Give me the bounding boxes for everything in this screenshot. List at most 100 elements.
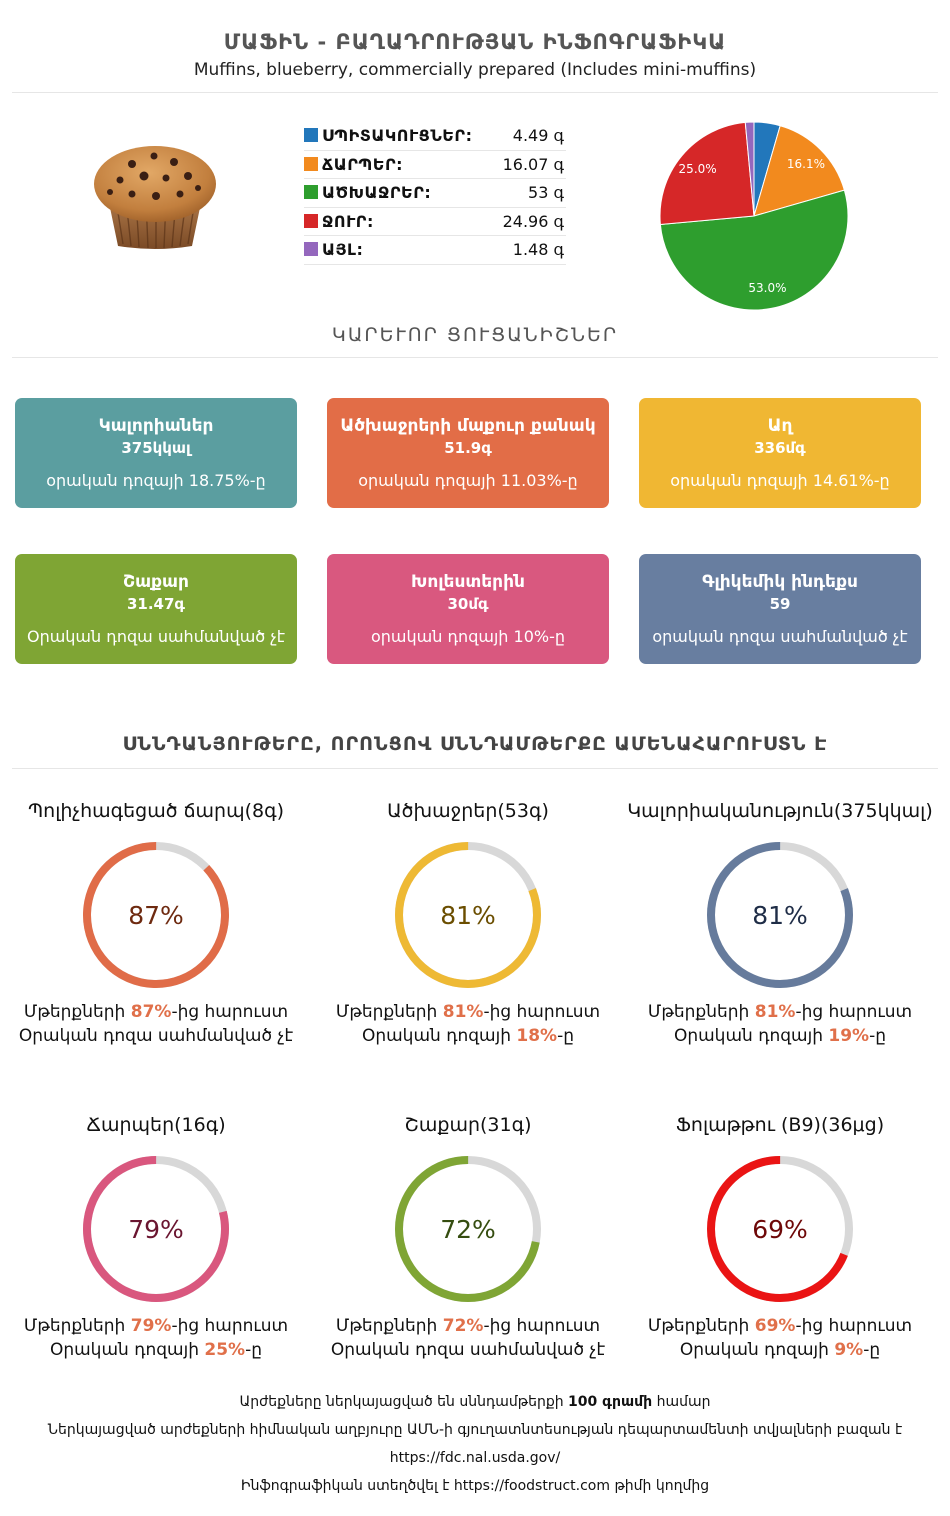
nutrient-title: Շաքար(31գ) [404,1114,532,1136]
card-title: Գլիկեմիկ ինդեքս [702,572,858,592]
highlight-percent: 72% [442,1316,484,1336]
legend-row-fat: ՃԱՐՊԵՐ: 16.07 գ [304,151,566,179]
highlight-percent: 81% [754,1002,796,1022]
daily-value-line: Օրական դոզա սահմանված չէ [308,1340,628,1360]
no-daily-text: Օրական դոզա սահմանված չէ [330,1340,606,1360]
pie-data-label: 16.1% [787,157,825,171]
legend-name: ՃԱՐՊԵՐ: [322,154,404,174]
card-value: 375կկալ [121,439,191,457]
footer-text: Ինֆոգրաֆիկան ստեղծվել է [240,1478,454,1494]
pie-slice [744,121,755,217]
card-value: 30մգ [447,595,489,613]
ring-fill [707,842,853,988]
footer-site-link[interactable]: https://foodstruct.com [453,1478,610,1494]
line-text: Մթերքների [23,1002,131,1022]
line-text: Մթերքների [335,1002,443,1022]
nutrient-title: Ճարպեր(16գ) [86,1114,226,1136]
rich-in-line: Մթերքների 87%-ից հարուստ [0,1002,316,1022]
card-value: 336մգ [754,439,806,457]
card-cholesterol: Խոլեստերին 30մգ օրական դոզայի 10%-ը [327,554,609,664]
legend-value: 53 գ [528,183,564,202]
ring-fill [707,1156,853,1302]
ring-fill [395,1156,541,1302]
nutrient-title: Պոլիչհագեցած ճարպ(8գ) [27,800,285,822]
footer-text: համար [652,1394,711,1410]
rich-nutrients-heading: ՍՆՆԴԱՆՅՈՒԹԵՐԸ, ՈՐՈՆՑՈՎ ՍՆՆԴԱՄԹԵՐՔԸ ԱՄԵՆԱ… [122,733,828,755]
card-title: Աղ [767,416,793,436]
line-text: -ը [869,1026,887,1046]
nutrient-ring-block: Շաքար(31գ) 72% Մթերքների 72%-ից հարուստ Օրա… [308,1112,628,1360]
legend-swatch [304,156,318,171]
footer-bold: 100 գրամի [568,1394,653,1410]
page-title: ՄԱՖԻՆ - ԲԱՂԱԴՐՈՒԹՅԱՆ ԻՆՖՈԳՐԱՖԻԿԱ [223,30,727,54]
ring-fill [82,1156,229,1302]
pie-data-label: 25.0% [679,162,717,176]
daily-value-line: Օրական դոզա սահմանված չէ [0,1026,316,1046]
nutrient-ring-block: Ածխաջրեր(53գ) 81% Մթերքների 81%-ից հարուստ… [308,798,628,1046]
daily-value-line: Օրական դոզայի 25%-ը [0,1340,316,1360]
nutrient-title: Կալորիականություն(375կկալ) [627,800,933,822]
line-text: -ը [245,1340,263,1360]
card-glycemic-index: Գլիկեմիկ ինդեքս 59 օրական դոզա սահմանված… [639,554,921,664]
card-note: Օրական դոզա սահմանված չէ [26,627,286,646]
line-text: Օրական դոզայի [679,1340,835,1360]
card-note: օրական դոզա սահմանված չէ [652,627,908,646]
ring-percent: 81% [752,901,808,930]
nutrient-ring-block: Ֆոլաթթու (B9)(36μg) 69% Մթերքների 69%-ից հ… [620,1112,940,1360]
card-title: Խոլեստերին [411,572,525,592]
card-title: Ածխաջրերի մաքուր քանակ [340,416,596,436]
highlight-daily: 9% [834,1340,864,1360]
ring-percent: 87% [128,901,184,930]
card-note: օրական դոզայի 14.61%-ը [670,471,890,490]
nutrient-ring: 87% [83,842,229,988]
pie-slice [753,125,845,217]
nutrient-ring: 79% [82,1156,229,1302]
line-text: -ից հարուստ [171,1002,289,1022]
legend-row-protein: ՍՊԻՏԱԿՈՒՑՆԵՐ: 4.49 գ [304,122,566,151]
rich-in-line: Մթերքների 81%-ից հարուստ [308,1002,628,1022]
line-text: Մթերքների [647,1002,755,1022]
footer-note: Արժեքները ներկայացված են սննդամթերքի 100… [0,1394,950,1410]
pie-slice [659,189,849,311]
legend-row-water: ՋՈՒՐ: 24.96 գ [304,208,566,236]
legend-row-carbs: ԱԾԽԱՋՐԵՐ: 53 գ [304,179,566,208]
nutrient-ring-block: Ճարպեր(16գ) 79% Մթերքների 79%-ից հարուստ Օր… [0,1112,316,1360]
legend-swatch [304,128,318,142]
ring-percent: 72% [440,1215,496,1244]
card-note: օրական դոզայի 11.03%-ը [358,471,578,490]
line-text: Մթերքների [335,1316,443,1336]
ring-fill [395,842,541,988]
nutrient-ring-block: Պոլիչհագեցած ճարպ(8գ) 87% Մթերքների 87%-ից… [0,798,316,1046]
pie-slice [659,121,755,226]
line-text: Օրական դոզայի [361,1026,517,1046]
highlight-percent: 79% [130,1316,172,1336]
divider [12,92,938,93]
nutrient-ring: 69% [707,1156,853,1302]
legend-swatch [304,185,318,199]
line-text: -ը [863,1340,881,1360]
card-note: օրական դոզայի 10%-ը [371,627,565,646]
footer-text: թիմի կողմից [610,1478,710,1494]
card-net-carbs: Ածխաջրերի մաքուր քանակ 51.9գ օրական դոզա… [327,398,609,508]
line-text: -ը [557,1026,575,1046]
ring-percent: 81% [440,901,496,930]
nutrient-ring: 81% [707,842,853,988]
daily-value-line: Օրական դոզայի 9%-ը [620,1340,940,1360]
card-salt: Աղ 336մգ օրական դոզայի 14.61%-ը [639,398,921,508]
nutrient-title: Ֆոլաթթու (B9)(36μg) [675,1114,885,1136]
card-title: Կալորիաներ [98,416,214,436]
nutrient-title: Ածխաջրեր(53գ) [387,800,549,822]
footer-source: Ներկայացված արժեքների հիմնական աղբյուրը … [47,1422,903,1438]
line-text: Մթերքների [23,1316,131,1336]
highlight-percent: 87% [130,1002,172,1022]
legend-name: ՍՊԻՏԱԿՈՒՑՆԵՐ: [322,126,473,145]
legend-name: ԱՅԼ: [322,240,364,259]
legend-row-other: ԱՅԼ: 1.48 գ [304,236,566,265]
highlight-percent: 69% [754,1316,796,1336]
ring-percent: 79% [128,1215,184,1244]
footer-source-link[interactable]: https://fdc.nal.usda.gov/ [389,1450,561,1466]
rich-in-line: Մթերքների 69%-ից հարուստ [620,1316,940,1336]
line-text: Օրական դոզայի [673,1026,829,1046]
page-subtitle: Muffins, blueberry, commercially prepare… [193,60,757,80]
card-value: 59 [769,595,791,613]
